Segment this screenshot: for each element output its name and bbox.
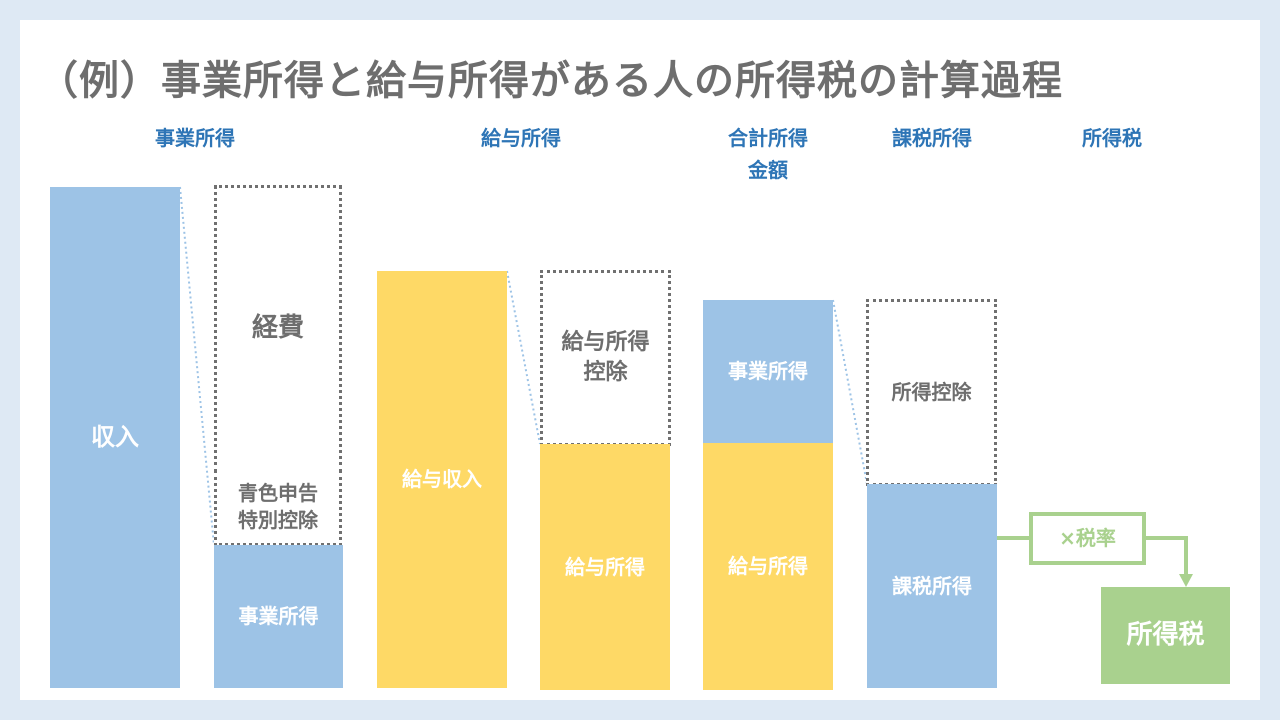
salary-revenue-bar: 給与収入 xyxy=(377,271,507,688)
expenses-box: 経費 xyxy=(214,185,342,473)
page-title: （例）事業所得と給与所得がある人の所得税の計算過程 xyxy=(38,58,1063,104)
header-total-line1: 合計所得 xyxy=(728,126,808,150)
blue-return-line1: 青色申告 xyxy=(238,480,318,505)
header-total-line2: 金額 xyxy=(748,158,788,182)
dotted-guide-line xyxy=(179,186,215,546)
salary-deduction-box: 給与所得 控除 xyxy=(540,270,671,446)
tax-rate-box: ×税率 xyxy=(1029,512,1146,565)
total-salary-income-bar: 給与所得 xyxy=(703,443,833,690)
taxable-income-bar: 課税所得 xyxy=(867,484,997,688)
dotted-guide-line xyxy=(506,270,541,445)
header-income-tax: 所得税 xyxy=(1082,126,1142,150)
income-deduction-box: 所得控除 xyxy=(866,299,997,486)
header-business-income: 事業所得 xyxy=(155,126,235,150)
revenue-bar: 収入 xyxy=(50,187,180,688)
header-salary-income: 給与所得 xyxy=(481,126,561,150)
header-total-income: 合計所得 金額 xyxy=(688,122,848,186)
income-tax-box: 所得税 xyxy=(1101,587,1230,684)
blue-return-line2: 特別控除 xyxy=(238,507,318,532)
blue-return-deduction-box: 青色申告 特別控除 xyxy=(214,470,342,546)
business-income-bar: 事業所得 xyxy=(214,545,343,688)
arrow-head-icon xyxy=(1179,574,1193,587)
salary-deduction-line1: 給与所得 xyxy=(561,330,650,356)
dotted-guide-line xyxy=(832,299,868,485)
salary-income-bar: 給与所得 xyxy=(540,444,670,690)
salary-deduction-line2: 控除 xyxy=(583,360,628,385)
arrow-line xyxy=(1145,536,1188,576)
header-taxable-income: 課税所得 xyxy=(892,126,972,150)
total-business-income-bar: 事業所得 xyxy=(703,300,833,443)
